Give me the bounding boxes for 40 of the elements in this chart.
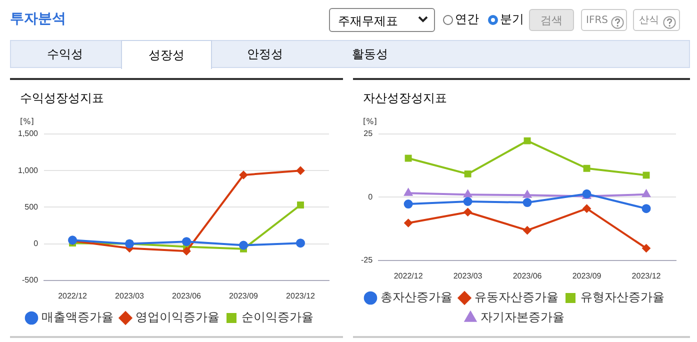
text: 활동성: [351, 46, 389, 63]
x-tick-label: 2023/03: [453, 271, 483, 280]
y-tick-label: 25: [364, 129, 374, 138]
chart-title: 수익성장성지표: [20, 90, 104, 107]
text: 주재무제표: [329, 8, 435, 32]
y-tick-label: 1,500: [18, 129, 39, 138]
y-tick-label: -25: [361, 256, 374, 265]
x-tick-label: 2023/12: [632, 271, 662, 280]
legend-label: 순이익증가율: [242, 310, 314, 324]
y-tick-label: 1,000: [18, 166, 39, 175]
x-tick-label: 2022/12: [58, 291, 88, 300]
y-axis-title: [%]: [363, 117, 377, 126]
y-tick-label: -500: [22, 276, 39, 285]
y-tick-label: 0: [368, 192, 374, 202]
x-tick-label: 2023/12: [286, 291, 316, 300]
text: 산식: [633, 9, 680, 31]
legend-label: 유형자산증가율: [580, 290, 664, 304]
text: 투자분석: [10, 10, 66, 28]
x-tick-label: 2023/06: [512, 271, 542, 280]
legend-label: 영업이익증가율: [136, 310, 220, 324]
text: IFRS: [581, 9, 627, 31]
text: 안정성: [246, 46, 284, 63]
y-tick-label: 500: [24, 202, 39, 212]
y-tick-label: 0: [34, 239, 39, 248]
y-axis-title: [%]: [20, 117, 34, 126]
legend-label: 매출액증가율: [42, 310, 114, 324]
legend-label: 자기자본증가율: [480, 310, 564, 324]
x-tick-label: 2023/06: [172, 291, 202, 300]
x-tick-label: 2022/12: [394, 271, 424, 280]
x-tick-label: 2023/09: [229, 291, 259, 300]
text: 연간: [455, 11, 479, 28]
x-tick-label: 2023/03: [115, 291, 145, 300]
legend-label: 총자산증가율: [380, 290, 452, 304]
legend-label: 유동자산증가율: [474, 290, 558, 304]
text: 분기: [500, 11, 524, 28]
text: 검색: [529, 9, 574, 31]
text: 성장성: [121, 40, 212, 69]
x-tick-label: 2023/09: [572, 271, 602, 280]
chart-title: 자산성장성지표: [363, 90, 447, 107]
text: 수익성: [46, 46, 84, 63]
